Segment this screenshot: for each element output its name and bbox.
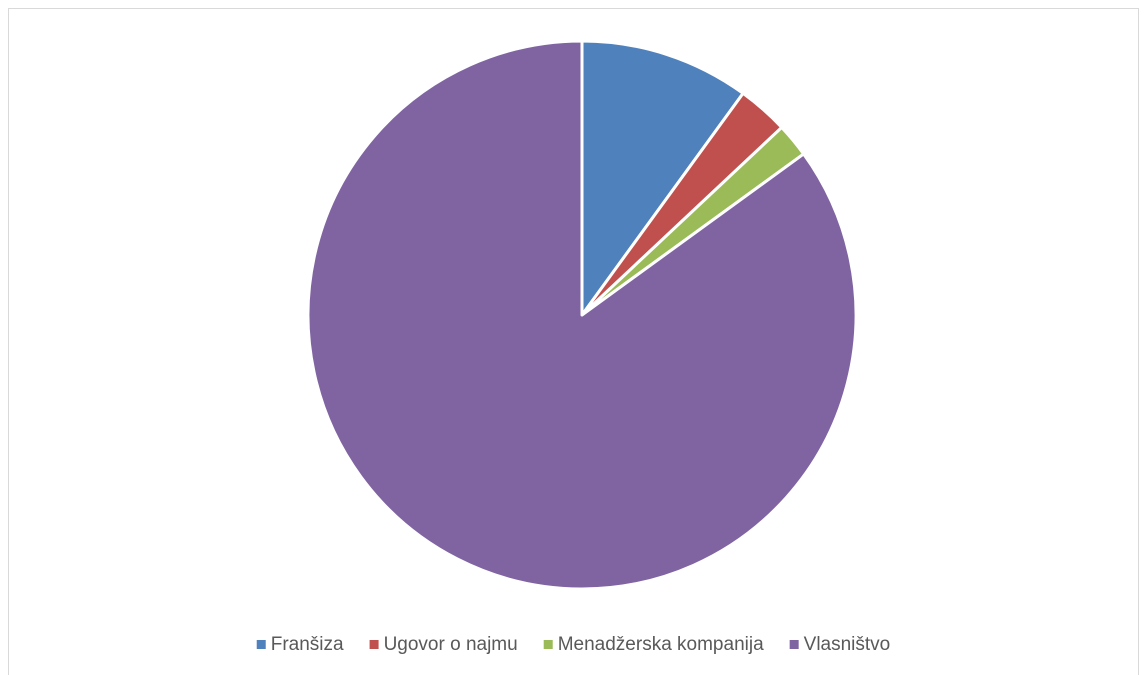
legend-label: Ugovor o najmu (384, 634, 518, 655)
legend-label: Menadžerska kompanija (558, 634, 764, 655)
legend-swatch (369, 640, 379, 649)
pie-slice (580, 39, 745, 317)
legend-swatch (256, 640, 266, 649)
legend-swatch (543, 640, 553, 649)
legend-swatch (789, 640, 799, 649)
legend-label: Vlasništvo (804, 634, 891, 655)
legend-label: Franšiza (271, 634, 344, 655)
pie-slice (306, 39, 858, 591)
